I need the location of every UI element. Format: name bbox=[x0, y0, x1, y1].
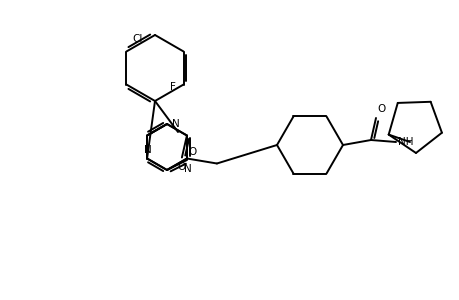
Text: Cl: Cl bbox=[132, 34, 142, 44]
Text: F: F bbox=[169, 82, 175, 92]
Text: N: N bbox=[184, 164, 191, 173]
Text: O: O bbox=[188, 147, 196, 157]
Text: NH: NH bbox=[397, 137, 413, 147]
Text: N: N bbox=[172, 119, 179, 129]
Text: N: N bbox=[144, 145, 151, 154]
Text: O: O bbox=[376, 104, 385, 114]
Text: O: O bbox=[178, 161, 185, 172]
